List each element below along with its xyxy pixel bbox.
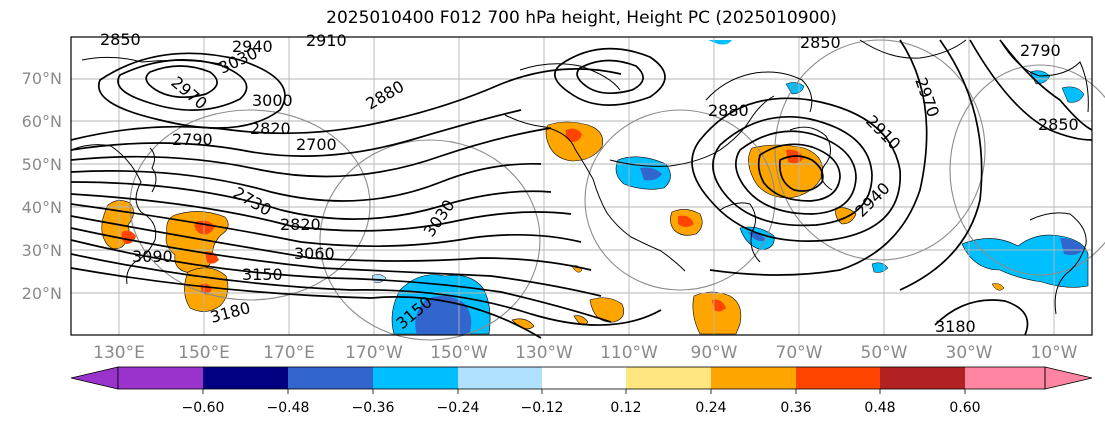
- colorbar: [70, 366, 1093, 394]
- anomaly-patch: [785, 82, 805, 95]
- colorbar-tick-label: 0.36: [780, 400, 812, 416]
- colorbar-swatch: [542, 367, 626, 389]
- contour-label: 3150: [242, 265, 283, 284]
- lat-lon-grid: [71, 37, 1105, 341]
- colorbar-swatch: [288, 367, 373, 389]
- colorbar-swatch: [626, 367, 711, 389]
- lon-label: 170°W: [345, 343, 403, 363]
- contour-label: 2790: [1020, 41, 1061, 60]
- colorbar-tick-label: 0.60: [949, 400, 981, 416]
- lon-label: 10°W: [1030, 343, 1078, 363]
- anomaly-patch: [678, 215, 694, 227]
- anomaly-patch: [565, 128, 582, 142]
- contour-label: 2850: [1038, 115, 1079, 134]
- lon-label: 90°W: [690, 343, 738, 363]
- contour-label: 2850: [100, 30, 141, 49]
- colorbar-outline: [117, 366, 1046, 390]
- anomaly-patch: [573, 315, 589, 326]
- anomaly-patch: [748, 232, 766, 241]
- colorbar-swatch: [458, 367, 542, 389]
- colorbar-extend-low: [70, 366, 119, 390]
- colorbar-extend-high: [1044, 366, 1093, 390]
- anomaly-patch: [692, 291, 742, 335]
- lat-label: 70°N: [21, 69, 62, 88]
- contour-label: 2820: [280, 215, 321, 234]
- lon-label: 30°W: [945, 343, 993, 363]
- anomaly-patch: [1060, 238, 1084, 256]
- lat-label: 30°N: [21, 241, 62, 260]
- lon-label: 130°E: [93, 343, 145, 363]
- lon-label: 170°E: [263, 343, 315, 363]
- colorbar-tick-label: 0.48: [864, 400, 896, 416]
- contour-label: 2820: [250, 119, 291, 138]
- colorbar-tick-label: 0.12: [610, 400, 642, 416]
- anomaly-patch: [415, 295, 472, 335]
- lon-label: 150°E: [178, 343, 230, 363]
- lon-label: 150°W: [430, 343, 488, 363]
- lat-label: 60°N: [21, 112, 62, 131]
- anomaly-patch: [961, 234, 1089, 288]
- contour-label: 2700: [296, 135, 337, 154]
- lat-label: 20°N: [21, 284, 62, 303]
- colorbar-tick-label: −0.12: [520, 400, 564, 416]
- colorbar-tick-label: 0.24: [695, 400, 727, 416]
- contour-label: 3060: [294, 244, 335, 263]
- lat-label: 50°N: [21, 155, 62, 174]
- contour-label: 2910: [306, 31, 347, 50]
- lon-label: 130°W: [515, 343, 573, 363]
- lon-label: 70°W: [775, 343, 823, 363]
- colorbar-swatch: [203, 367, 288, 389]
- colorbar-swatch: [711, 367, 796, 389]
- map-frame: [70, 36, 1093, 336]
- colorbar-swatch: [965, 367, 1045, 389]
- contour-label: 3000: [252, 91, 293, 110]
- lon-label: 50°W: [860, 343, 908, 363]
- anomaly-patch: [640, 167, 662, 181]
- anomaly-patch: [991, 283, 1005, 291]
- contour-label: 3180: [935, 317, 976, 336]
- contour-label: 2790: [172, 130, 213, 149]
- colorbar-tick-label: −0.48: [266, 400, 310, 416]
- colorbar-tick-label: −0.24: [436, 400, 480, 416]
- anomaly-patch: [712, 299, 726, 312]
- colorbar-tick-label: −0.36: [351, 400, 395, 416]
- colorbar-swatch: [118, 367, 203, 389]
- map-title: 2025010400 F012 700 hPa height, Height P…: [326, 8, 837, 28]
- colorbar-swatch: [796, 367, 880, 389]
- height-contours: [70, 39, 1093, 339]
- colorbar-swatch: [373, 367, 458, 389]
- colorbar-swatch: [880, 367, 965, 389]
- map-background: [71, 37, 1092, 335]
- contour-label: 2880: [708, 101, 749, 120]
- lon-label: 110°W: [600, 343, 658, 363]
- colorbar-tick-label: −0.60: [181, 400, 225, 416]
- contour-label: 2850: [800, 33, 841, 52]
- lat-label: 40°N: [21, 198, 62, 217]
- contour-label: 2940: [232, 37, 273, 56]
- contour-label: 3090: [132, 247, 173, 266]
- anomaly-patch: [1061, 86, 1085, 103]
